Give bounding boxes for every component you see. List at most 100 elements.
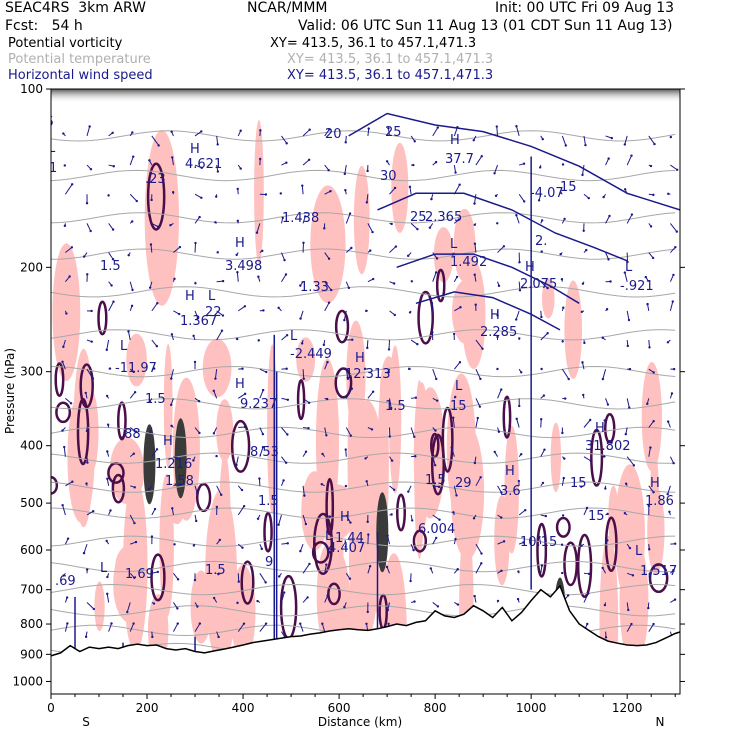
wind-vector-head: [623, 271, 627, 274]
wind-vector-head: [344, 448, 347, 451]
wind-vector-head: [106, 575, 109, 579]
wind-vector-head: [89, 167, 93, 171]
wind-vector-head: [261, 249, 264, 253]
wind-vector: [582, 164, 585, 175]
wind-vector-head: [176, 578, 180, 581]
wind-vector: [583, 456, 592, 462]
wind-vector-head: [624, 482, 628, 485]
wind-vector-head: [325, 563, 328, 566]
wind-vector-head: [65, 312, 68, 315]
wind-vector-head: [603, 419, 606, 422]
field-value-label: 1.517: [640, 564, 677, 579]
wind-vector-head: [299, 284, 302, 287]
wind-vector-head: [585, 248, 588, 252]
wind-vector-head: [385, 160, 389, 163]
wind-vector-head: [152, 367, 156, 370]
x-tick-label: 200: [136, 701, 159, 715]
wind-vector-head: [299, 622, 302, 625]
wind-vector-head: [369, 249, 372, 252]
wind-vector: [605, 215, 610, 224]
wind-vector: [497, 389, 502, 399]
pv-shading: [123, 477, 148, 653]
wind-vector-head: [459, 306, 462, 309]
pv-contour: [334, 309, 350, 344]
wind-vector-head: [544, 514, 548, 518]
wind-vector-head: [261, 432, 265, 436]
wind-vector-head: [110, 284, 113, 287]
wind-vector-head: [518, 337, 521, 340]
wind-vector-head: [344, 188, 347, 192]
field-value-label: 30: [380, 169, 397, 184]
x-axis-label: Distance (km): [318, 715, 402, 729]
wind-vector-head: [61, 360, 64, 364]
wind-vector-head: [430, 197, 433, 201]
wind-vector-head: [390, 222, 393, 226]
x-tick-label: 0: [47, 701, 55, 715]
wind-vector: [151, 302, 158, 312]
wind-vector: [86, 510, 94, 516]
wind-vector: [302, 129, 311, 137]
wind-vector-head: [559, 191, 562, 194]
pv-shading: [94, 581, 105, 632]
wind-vector-head: [586, 622, 589, 626]
wind-vector: [64, 623, 68, 632]
wind-vector-head: [628, 546, 632, 550]
wind-vector-head: [626, 260, 629, 264]
wind-vector-head: [132, 452, 136, 455]
wind-vector-head: [260, 547, 263, 551]
wind-vector-head: [434, 271, 438, 274]
wind-vector-head: [243, 392, 247, 396]
pv-shading: [353, 165, 370, 275]
pv-shading: [350, 400, 384, 542]
wind-vector-head: [601, 336, 604, 339]
wind-vector: [516, 418, 520, 428]
wind-vector-head: [112, 300, 115, 303]
wind-vector-head: [393, 313, 396, 317]
wind-vector-head: [430, 301, 434, 305]
wind-vector: [237, 305, 246, 312]
wind-vector: [475, 398, 481, 407]
wind-vector-head: [235, 253, 238, 257]
field-value-label: L: [625, 260, 633, 275]
field-value-label: 4.621: [185, 157, 222, 172]
wind-vector: [667, 485, 671, 495]
wind-vector: [387, 128, 391, 136]
wind-vector: [343, 310, 347, 321]
pv-contour: [536, 522, 548, 578]
pv-contour: [590, 428, 604, 487]
field-value-label: 1.28: [20, 311, 49, 326]
wind-vector-head: [652, 193, 655, 197]
wind-vector-head: [436, 399, 439, 402]
field-value-label: L: [208, 289, 216, 304]
wind-vector: [151, 449, 158, 457]
wind-vector-head: [540, 564, 544, 567]
wind-vector: [497, 245, 505, 253]
wind-vector: [432, 272, 437, 282]
plot-frame: [50, 88, 681, 695]
wind-vector-head: [581, 282, 585, 285]
wind-vector-head: [148, 159, 151, 162]
field-value-label: 25: [385, 125, 402, 140]
wind-vector-head: [236, 271, 239, 274]
wind-vector-head: [455, 275, 459, 279]
wind-vector-head: [242, 504, 246, 508]
wind-vector: [626, 398, 630, 408]
wind-vector-head: [236, 187, 239, 191]
wind-vector-head: [672, 568, 675, 572]
wind-vector-head: [349, 521, 352, 524]
wind-vector-head: [192, 459, 195, 462]
wind-vector: [366, 339, 369, 348]
field-value-label: L: [120, 339, 128, 354]
wind-vector-head: [456, 126, 459, 129]
theta-contour: [51, 286, 676, 298]
wind-vector: [583, 135, 586, 146]
wind-vector-head: [493, 172, 496, 175]
wind-vector-head: [257, 339, 260, 342]
wind-vector: [648, 339, 651, 348]
field-value-label: 12.313: [345, 367, 391, 382]
pv-shading: [214, 578, 223, 670]
pv-shading: [254, 120, 264, 264]
wind-vector-head: [561, 431, 564, 435]
wind-vector-head: [197, 399, 201, 403]
wind-vector: [452, 417, 455, 428]
